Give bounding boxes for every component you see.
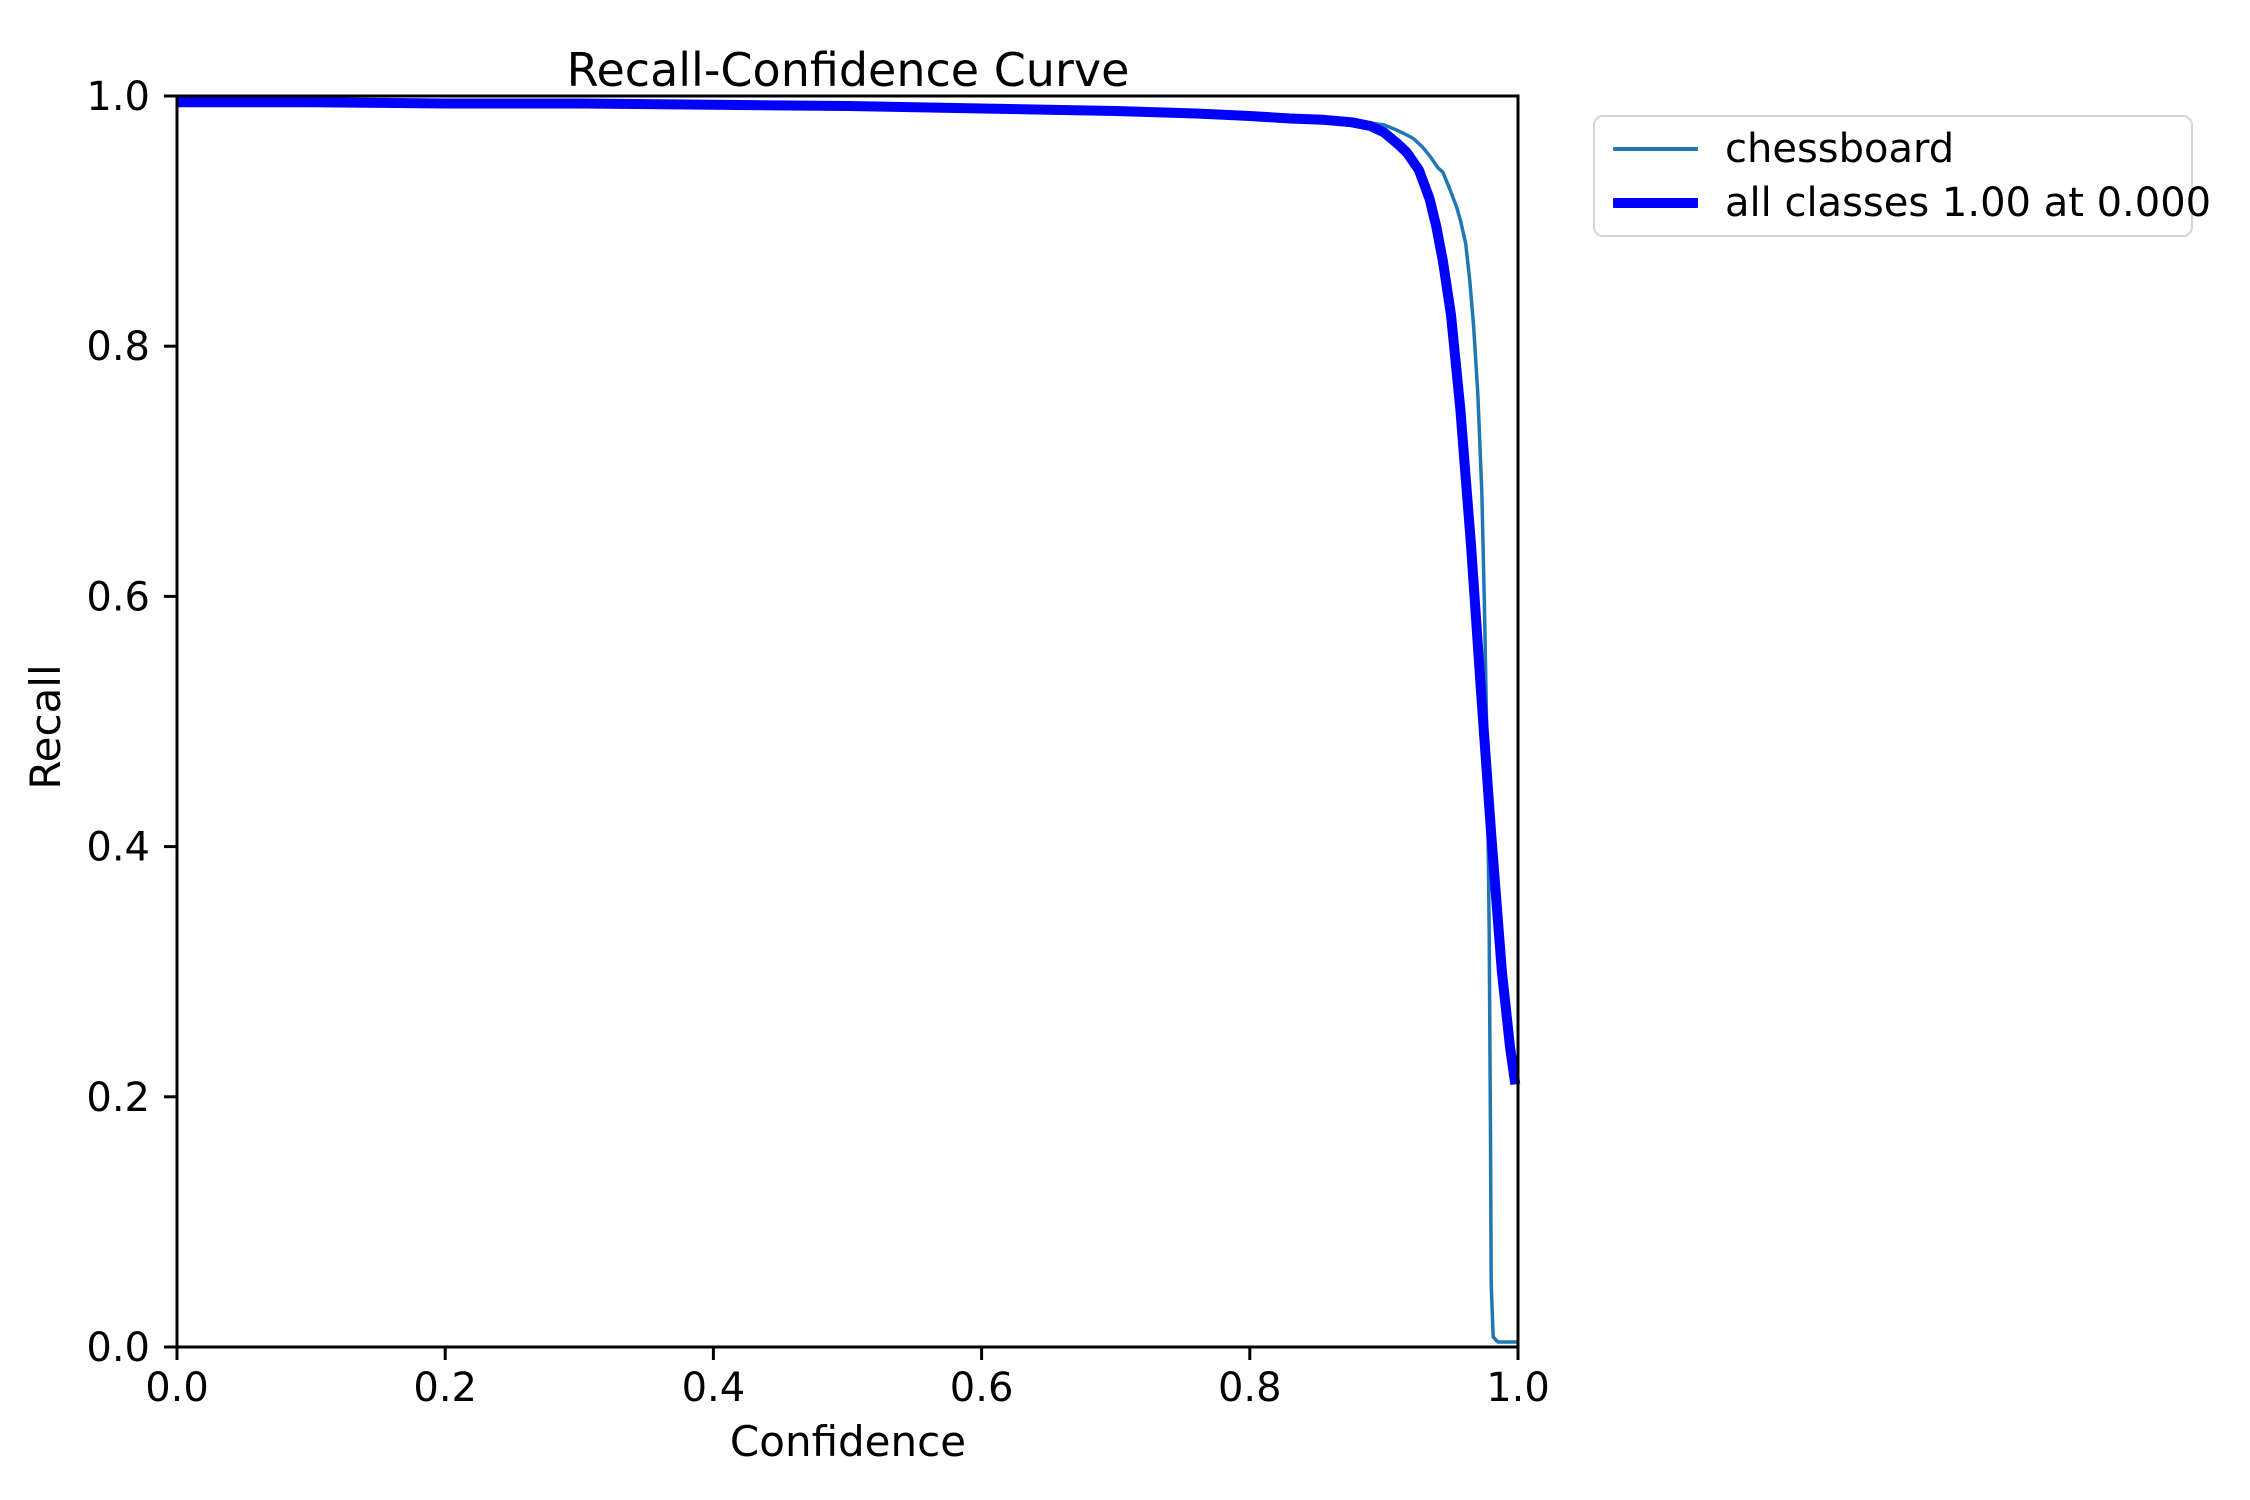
legend-label-chessboard: chessboard (1725, 126, 1955, 172)
legend-item-chessboard: chessboard (1613, 127, 2173, 171)
x-tick-label: 0.0 (145, 1365, 209, 1411)
y-tick-label: 0.8 (86, 324, 150, 370)
x-axis-label: Confidence (730, 1417, 966, 1466)
y-tick-label: 0.4 (86, 825, 150, 871)
all-classes-curve (177, 97, 1521, 1085)
axes-spines (175, 94, 1520, 1349)
legend-label-all-classes: all classes 1.00 at 0.000 (1725, 180, 2212, 226)
chessboard-line-sample (1613, 147, 1698, 151)
chart-title: Recall-Confidence Curve (567, 43, 1130, 97)
x-tick-label: 0.6 (950, 1365, 1014, 1411)
y-tick-label: 1.0 (86, 74, 150, 120)
all-classes-line-sample (1613, 198, 1698, 208)
y-tick-label: 0.0 (86, 1325, 150, 1371)
plot-area (175, 94, 1521, 1349)
x-tick-label: 0.2 (413, 1365, 477, 1411)
legend-box: chessboard all classes 1.00 at 0.000 (1593, 115, 2211, 237)
y-tick-label: 0.6 (86, 574, 150, 620)
x-tick-label: 1.0 (1486, 1365, 1550, 1411)
x-tick-label: 0.8 (1218, 1365, 1282, 1411)
x-axis-ticks: 0.0 0.2 0.4 0.6 0.8 1.0 (145, 1347, 1550, 1411)
chessboard-curve (176, 98, 1518, 1344)
y-axis-ticks: 0.0 0.2 0.4 0.6 0.8 1.0 (86, 74, 177, 1371)
x-tick-label: 0.4 (682, 1365, 746, 1411)
y-tick-label: 0.2 (86, 1075, 150, 1121)
y-axis-label: Recall (21, 664, 70, 789)
legend-item-all-classes: all classes 1.00 at 0.000 (1613, 181, 2211, 225)
